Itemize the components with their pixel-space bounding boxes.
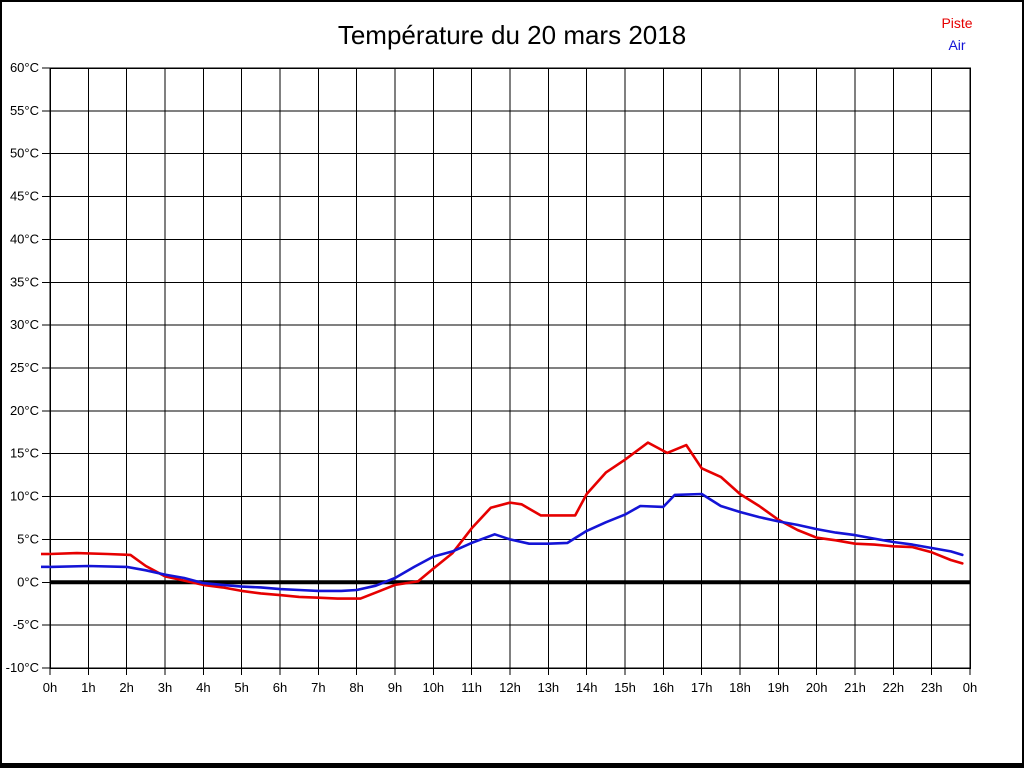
x-axis-tick-label: 7h — [311, 680, 325, 695]
x-axis-tick-label: 0h — [43, 680, 57, 695]
x-axis-tick-label: 4h — [196, 680, 210, 695]
legend-item-air: Air — [922, 34, 992, 56]
y-axis-tick-label: 35°C — [10, 274, 39, 289]
y-axis-tick-label: 15°C — [10, 446, 39, 461]
series-line-piste — [48, 441, 964, 600]
legend-item-piste: Piste — [922, 12, 992, 34]
x-axis-tick-label: 2h — [119, 680, 133, 695]
chart-legend: Piste Air — [922, 12, 992, 56]
y-axis-tick-label: -5°C — [13, 617, 39, 632]
x-axis-tick-label: 18h — [729, 680, 751, 695]
y-axis-tick-label: 45°C — [10, 189, 39, 204]
y-axis-tick-label: 50°C — [10, 146, 39, 161]
plot-border — [49, 67, 971, 669]
x-axis-tick-label: 21h — [844, 680, 866, 695]
x-axis-tick-label: 14h — [576, 680, 598, 695]
x-axis-tick-label: 0h — [963, 680, 977, 695]
x-axis-tick-label: 16h — [652, 680, 674, 695]
y-axis-tick-label: 0°C — [17, 574, 39, 589]
y-axis-tick-label: 5°C — [17, 531, 39, 546]
chart-title: Température du 20 mars 2018 — [337, 20, 687, 50]
x-axis-tick-label: 13h — [537, 680, 559, 695]
y-axis-tick-label: 30°C — [10, 317, 39, 332]
x-axis-tick-label: 5h — [234, 680, 248, 695]
x-axis-tick-label: 17h — [691, 680, 713, 695]
x-axis-tick-label: 12h — [499, 680, 521, 695]
series-line-air — [48, 492, 964, 593]
x-axis-tick-label: 3h — [158, 680, 172, 695]
x-axis-tick-label: 1h — [81, 680, 95, 695]
y-axis-tick-label: 55°C — [10, 103, 39, 118]
x-axis-tick-label: 15h — [614, 680, 636, 695]
x-axis-tick-label: 11h — [461, 680, 482, 695]
x-axis-tick-label: 23h — [921, 680, 943, 695]
x-axis-tick-label: 22h — [882, 680, 904, 695]
legend-label-piste: Piste — [941, 15, 973, 31]
x-axis-tick-label: 19h — [767, 680, 789, 695]
legend-label-air: Air — [948, 37, 966, 53]
y-axis-tick-label: -10°C — [6, 660, 39, 675]
x-axis-tick-label: 8h — [349, 680, 363, 695]
x-axis-tick-label: 9h — [388, 680, 402, 695]
y-axis-tick-label: 60°C — [10, 60, 39, 75]
x-axis-tick-label: 6h — [273, 680, 287, 695]
y-axis-tick-label: 20°C — [10, 403, 39, 418]
x-axis-tick-label: 20h — [806, 680, 828, 695]
y-axis-tick-label: 40°C — [10, 231, 39, 246]
y-axis-tick-label: 25°C — [10, 360, 39, 375]
x-axis-tick-label: 10h — [422, 680, 444, 695]
y-axis-tick-label: 10°C — [10, 489, 39, 504]
